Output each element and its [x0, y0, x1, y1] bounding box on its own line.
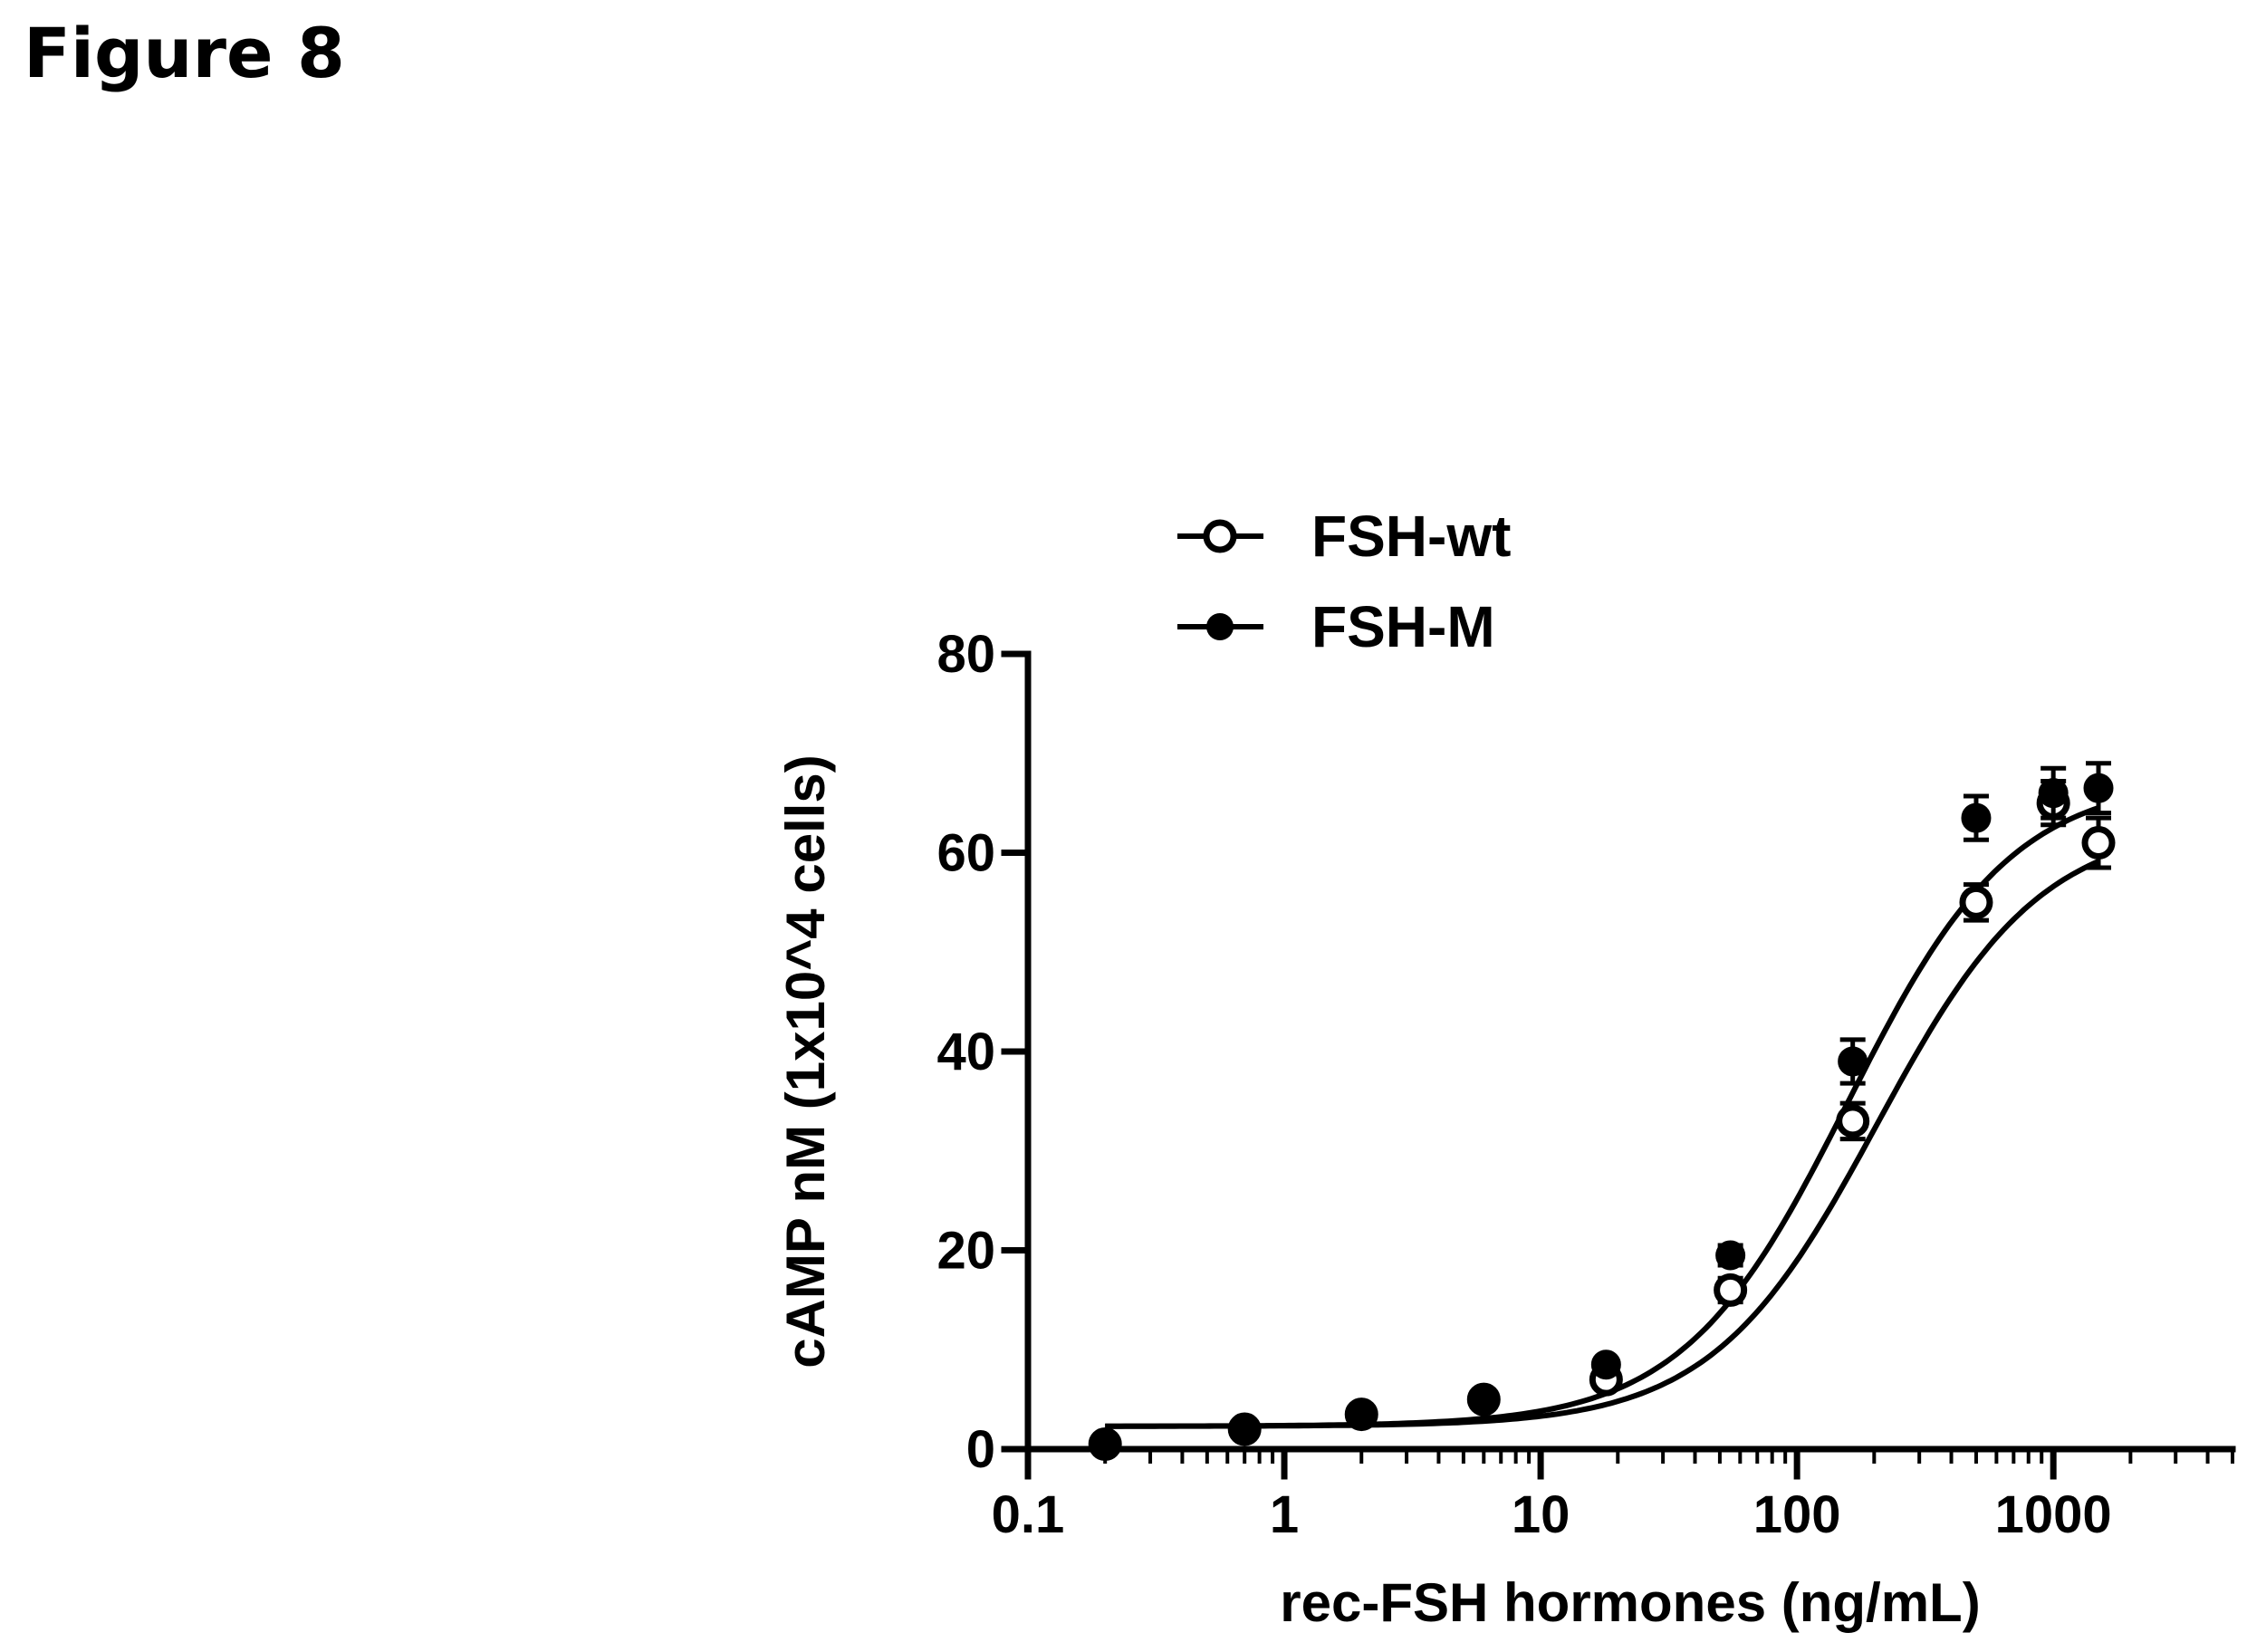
x-tick-label: 10	[1512, 1485, 1570, 1544]
fit-curves	[1105, 805, 2100, 1429]
point-fsh-m	[1346, 1399, 1377, 1430]
point-fsh-m	[1961, 802, 1992, 833]
x-axis-title: rec-FSH hormones (ng/mL)	[1280, 1572, 1980, 1633]
legend: FSH-wt FSH-M	[1177, 504, 1511, 659]
x-tick-label: 0.1	[992, 1485, 1065, 1544]
legend-marker-open-circle	[1203, 519, 1237, 553]
x-tick-label: 1	[1270, 1485, 1299, 1544]
legend-marker-filled-circle	[1206, 613, 1234, 640]
y-tick-label: 80	[936, 625, 995, 684]
point-fsh-m	[1090, 1429, 1120, 1460]
y-axis-title: cAMP nM (1x10^4 cells)	[775, 754, 836, 1369]
point-fsh-wt	[1836, 1104, 1870, 1138]
y-tick-label: 20	[936, 1222, 995, 1281]
point-fsh-m	[1468, 1384, 1499, 1415]
point-fsh-m	[1715, 1240, 1746, 1271]
point-fsh-wt	[2081, 826, 2116, 860]
figure-title: Figure 8	[24, 13, 345, 93]
point-fsh-m	[1838, 1046, 1868, 1077]
y-tick-label: 0	[966, 1420, 995, 1479]
legend-label: FSH-wt	[1311, 504, 1511, 569]
point-fsh-m	[2038, 778, 2069, 809]
data-points	[1088, 761, 2116, 1462]
fit-curve-fsh-m	[1105, 805, 2099, 1429]
y-tick-label: 40	[936, 1023, 995, 1081]
point-fsh-wt	[1959, 885, 1993, 919]
point-fsh-m	[2083, 773, 2114, 803]
axes: 0 20 40 60 80 0.1 1 10 100 1000	[936, 625, 2236, 1544]
point-fsh-m	[1229, 1414, 1260, 1445]
legend-label: FSH-M	[1311, 594, 1495, 659]
y-tick-label: 60	[936, 824, 995, 883]
point-fsh-m	[1590, 1349, 1621, 1380]
fit-curve-fsh-wt	[1105, 859, 2100, 1429]
x-tick-label: 100	[1753, 1485, 1841, 1544]
x-tick-label: 1000	[1995, 1485, 2112, 1544]
point-fsh-wt	[1714, 1273, 1748, 1307]
